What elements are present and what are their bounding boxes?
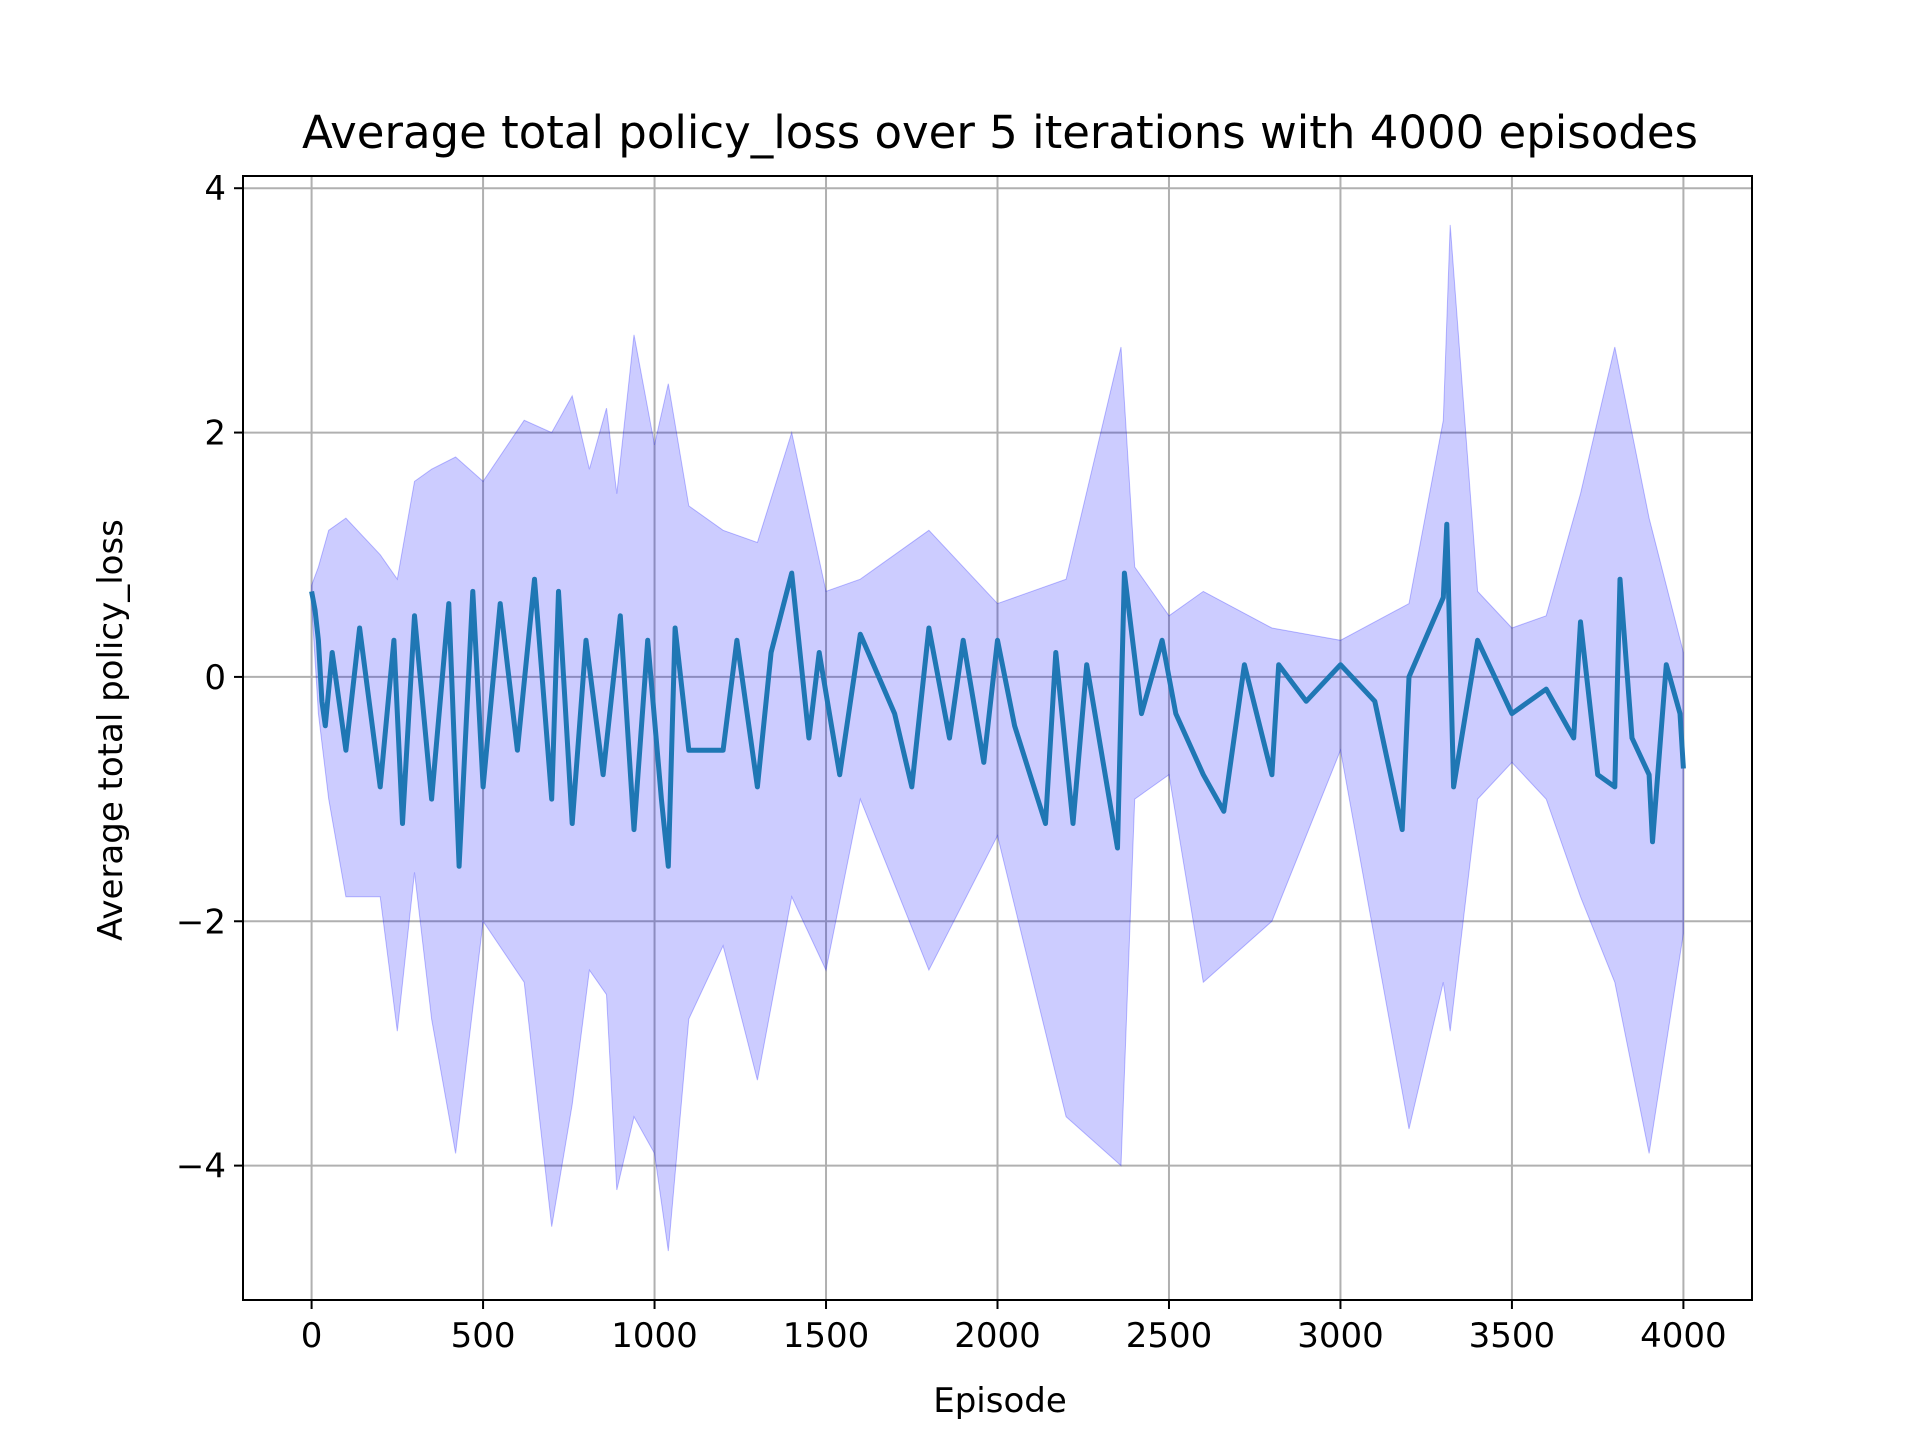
chart-title: Average total policy_loss over 5 iterati…	[302, 106, 1698, 159]
y-tick-label: 0	[204, 658, 226, 698]
x-tick-label: 0	[301, 1316, 323, 1356]
y-tick-label: 4	[204, 169, 226, 209]
variance-band-area	[311, 224, 1684, 1252]
x-tick-label: 1500	[783, 1316, 870, 1356]
mean-series-line	[309, 521, 1686, 869]
y-axis-title: Average total policy_loss	[91, 519, 131, 941]
x-tick-label: 500	[451, 1316, 516, 1356]
y-tick-label: 2	[204, 414, 226, 454]
x-tick-label: 1000	[611, 1316, 698, 1356]
mean-series	[309, 521, 1686, 869]
x-tick-label: 2500	[1126, 1316, 1213, 1356]
x-axis-title: Episode	[933, 1381, 1067, 1421]
y-tick-label: −4	[176, 1147, 226, 1187]
x-tick-label: 2000	[954, 1316, 1041, 1356]
variance-band	[311, 224, 1684, 1252]
axis-ticks: 0 500 1000 1500 2000 2500 3000 3500 4000 −4 −2 0 2 4	[176, 169, 1727, 1356]
x-tick-label: 3500	[1469, 1316, 1556, 1356]
x-tick-label: 4000	[1640, 1316, 1727, 1356]
y-tick-label: −2	[176, 902, 226, 942]
x-tick-label: 3000	[1297, 1316, 1384, 1356]
